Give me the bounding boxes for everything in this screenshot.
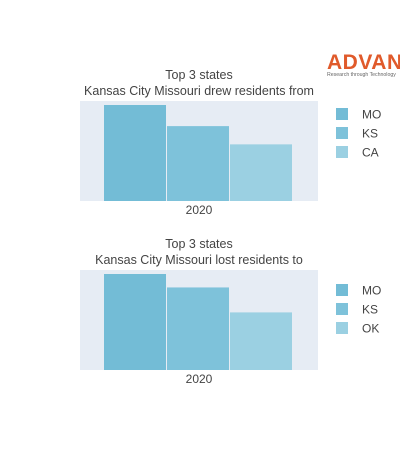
legend-label-ca[interactable]: CA	[362, 146, 379, 160]
legend-label-mo[interactable]: MO	[362, 108, 381, 122]
legend-label-mo[interactable]: MO	[362, 284, 381, 298]
bar-mo	[104, 105, 166, 201]
legend-label-ks[interactable]: KS	[362, 127, 378, 141]
bar-ks	[167, 126, 229, 201]
chart-2-title-line2: Kansas City Missouri lost residents to	[95, 253, 303, 267]
legend-swatch-mo[interactable]	[336, 108, 348, 120]
legend-swatch-ks[interactable]	[336, 127, 348, 139]
bar-ks	[167, 287, 229, 370]
legend-swatch-mo[interactable]	[336, 284, 348, 296]
legend-swatch-ok[interactable]	[336, 322, 348, 334]
chart-2-x-tick-label: 2020	[186, 372, 213, 386]
bar-ok	[230, 312, 292, 370]
chart-2-bars	[104, 274, 292, 370]
logo-name: ADVAN	[327, 51, 400, 74]
chart-1-legend: MO KS CA	[336, 108, 381, 160]
advan-logo: ADVAN Research through Technology	[327, 51, 400, 78]
chart-1-bars	[104, 105, 292, 201]
legend-label-ks[interactable]: KS	[362, 303, 378, 317]
chart-2-legend: MO KS OK	[336, 284, 381, 336]
bar-ca	[230, 144, 292, 201]
chart-2: Top 3 states Kansas City Missouri lost r…	[80, 237, 381, 386]
chart-2-title-line1: Top 3 states	[165, 237, 232, 251]
chart-1-x-tick-label: 2020	[186, 203, 213, 217]
legend-label-ok[interactable]: OK	[362, 322, 379, 336]
legend-swatch-ca[interactable]	[336, 146, 348, 158]
bar-mo	[104, 274, 166, 370]
logo-tagline: Research through Technology	[327, 72, 396, 78]
chart-1: Top 3 states Kansas City Missouri drew r…	[80, 68, 381, 217]
legend-swatch-ks[interactable]	[336, 303, 348, 315]
chart-1-title-line2: Kansas City Missouri drew residents from	[84, 84, 314, 98]
chart-1-title-line1: Top 3 states	[165, 68, 232, 82]
